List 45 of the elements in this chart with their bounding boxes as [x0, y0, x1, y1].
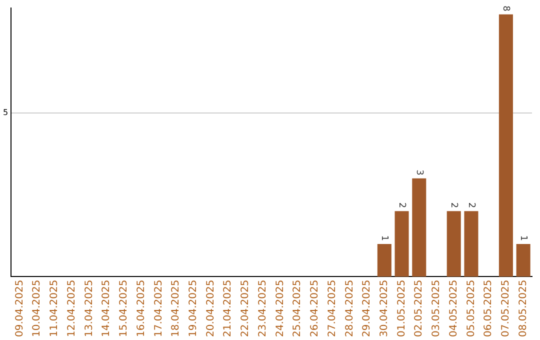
x-tick-label: 14.04.2025 — [101, 280, 112, 338]
x-tick-label: 09.04.2025 — [14, 280, 26, 338]
x-tick-label: 01.05.2025 — [396, 280, 408, 338]
x-tick-label: 17.04.2025 — [153, 280, 164, 338]
y-tick-label: 5 — [2, 108, 8, 117]
x-tick-label: 10.04.2025 — [32, 280, 43, 338]
x-tick-label: 02.05.2025 — [414, 280, 425, 338]
bar — [377, 244, 392, 277]
x-tick-label: 23.04.2025 — [257, 280, 268, 338]
bar — [412, 178, 426, 277]
x-tick-label: 16.04.2025 — [136, 280, 147, 338]
x-tick-label: 21.04.2025 — [222, 280, 234, 338]
data-label: 2 — [396, 202, 406, 208]
bar — [464, 211, 478, 277]
x-tick-label: 26.04.2025 — [310, 280, 321, 338]
bar — [446, 211, 461, 277]
data-label: 1 — [518, 235, 528, 241]
data-label: 3 — [414, 170, 424, 176]
x-tick-label: 15.04.2025 — [118, 280, 130, 338]
x-tick-label: 19.04.2025 — [188, 280, 199, 338]
x-tick-label: 18.04.2025 — [170, 280, 182, 338]
data-label: 8 — [500, 6, 511, 12]
x-tick-label: 27.04.2025 — [326, 280, 338, 338]
data-label: 2 — [466, 202, 476, 208]
x-tick-label: 08.05.2025 — [518, 280, 529, 338]
x-tick-label: 25.04.2025 — [292, 280, 304, 338]
bar — [516, 244, 530, 277]
x-tick-label: 28.04.2025 — [344, 280, 356, 338]
x-tick-label: 24.04.2025 — [274, 280, 286, 338]
x-tick-label: 11.04.2025 — [49, 280, 60, 338]
x-tick-label: 12.04.2025 — [66, 280, 78, 338]
data-label: 1 — [379, 235, 390, 241]
x-tick-label: 30.04.2025 — [379, 280, 390, 338]
x-tick-label: 07.05.2025 — [500, 280, 512, 338]
bar — [394, 211, 409, 277]
x-tick-label: 03.05.2025 — [431, 280, 442, 338]
x-tick-label: 13.04.2025 — [84, 280, 95, 338]
x-tick-label: 22.04.2025 — [240, 280, 252, 338]
x-tick-label: 05.05.2025 — [466, 280, 477, 338]
x-tick-label: 29.04.2025 — [362, 280, 373, 338]
data-label: 2 — [448, 202, 459, 208]
x-tick-label: 06.05.2025 — [483, 280, 494, 338]
bar — [498, 14, 513, 277]
x-tick-label: 04.05.2025 — [448, 280, 460, 338]
x-tick-label: 20.04.2025 — [205, 280, 216, 338]
